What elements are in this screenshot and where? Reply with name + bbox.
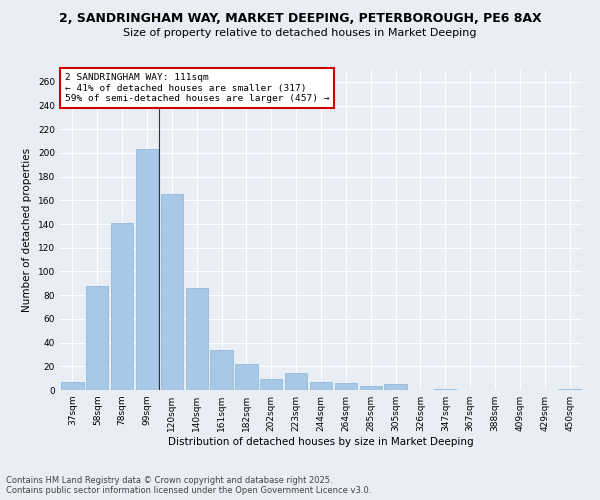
Text: 2 SANDRINGHAM WAY: 111sqm
← 41% of detached houses are smaller (317)
59% of semi: 2 SANDRINGHAM WAY: 111sqm ← 41% of detac…: [65, 73, 330, 103]
Bar: [385, 384, 407, 390]
Bar: [335, 383, 357, 390]
Bar: [61, 382, 83, 390]
Bar: [559, 389, 581, 390]
Text: Contains HM Land Registry data © Crown copyright and database right 2025.
Contai: Contains HM Land Registry data © Crown c…: [6, 476, 371, 495]
Bar: [111, 223, 133, 390]
Y-axis label: Number of detached properties: Number of detached properties: [22, 148, 32, 312]
X-axis label: Distribution of detached houses by size in Market Deeping: Distribution of detached houses by size …: [168, 437, 474, 447]
Text: Size of property relative to detached houses in Market Deeping: Size of property relative to detached ho…: [123, 28, 477, 38]
Bar: [285, 374, 307, 390]
Bar: [136, 150, 158, 390]
Bar: [185, 288, 208, 390]
Bar: [211, 350, 233, 390]
Bar: [310, 382, 332, 390]
Bar: [359, 386, 382, 390]
Bar: [161, 194, 183, 390]
Bar: [235, 364, 257, 390]
Bar: [260, 380, 283, 390]
Bar: [434, 389, 457, 390]
Bar: [86, 286, 109, 390]
Text: 2, SANDRINGHAM WAY, MARKET DEEPING, PETERBOROUGH, PE6 8AX: 2, SANDRINGHAM WAY, MARKET DEEPING, PETE…: [59, 12, 541, 26]
